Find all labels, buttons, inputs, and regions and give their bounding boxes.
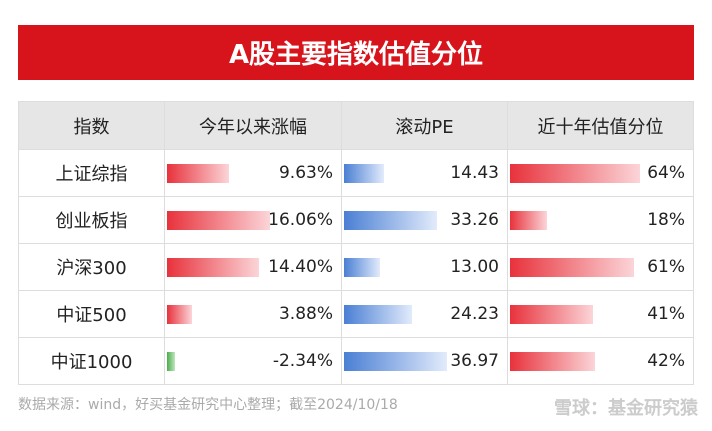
pe-label: 13.00	[450, 257, 499, 277]
pe-bar	[344, 211, 437, 230]
change-cell: 16.06%	[164, 197, 341, 243]
pe-cell: 33.26	[341, 197, 507, 243]
change-cell: 14.40%	[164, 244, 341, 290]
change-cell: -2.34%	[164, 338, 341, 384]
percentile-bar	[510, 258, 634, 277]
table: 指数 今年以来涨幅 滚动PE 近十年估值分位上证综指 9.63% 14.43 64% 创业板指…	[18, 101, 694, 385]
index-name: 沪深300	[56, 258, 127, 279]
watermark: 雪球：基金研究猿	[554, 398, 698, 419]
data-row: 创业板指 16.06% 33.26 18%	[19, 196, 693, 243]
change-label: 3.88%	[278, 304, 333, 324]
index-name: 中证1000	[50, 352, 133, 373]
change-cell: 9.63%	[164, 150, 341, 196]
column-header: 近十年估值分位	[507, 102, 693, 149]
pe-label: 36.97	[450, 351, 499, 371]
percentile-cell: 18%	[507, 197, 693, 243]
change-bar	[167, 164, 229, 183]
pe-cell: 13.00	[341, 244, 507, 290]
change-label: -2.34%	[272, 351, 333, 371]
percentile-bar	[510, 211, 547, 230]
pe-bar	[344, 305, 412, 324]
pe-label: 14.43	[450, 163, 499, 183]
index-name: 创业板指	[55, 211, 128, 232]
percentile-label: 18%	[647, 210, 685, 230]
index-name: 上证综指	[55, 164, 128, 185]
pe-cell: 36.97	[341, 338, 507, 384]
data-row: 沪深300 14.40% 13.00 61%	[19, 243, 693, 290]
data-row: 中证1000 -2.34% 36.97 42%	[19, 337, 693, 384]
index-name: 中证500	[56, 305, 127, 326]
data-row: 上证综指 9.63% 14.43 64%	[19, 149, 693, 196]
percentile-bar	[510, 352, 596, 371]
percentile-label: 61%	[647, 257, 685, 277]
change-bar	[167, 352, 175, 371]
column-header: 滚动PE	[341, 102, 507, 149]
percentile-label: 42%	[647, 351, 685, 371]
percentile-cell: 41%	[507, 291, 693, 337]
percentile-bar	[510, 305, 594, 324]
percentile-cell: 42%	[507, 338, 693, 384]
data-row: 中证500 3.88% 24.23 41%	[19, 290, 693, 337]
pe-cell: 24.23	[341, 291, 507, 337]
change-label: 9.63%	[278, 163, 333, 183]
change-bar	[167, 258, 260, 277]
change-label: 16.06%	[268, 210, 333, 230]
percentile-label: 41%	[647, 304, 685, 324]
percentile-bar	[510, 164, 640, 183]
change-bar	[167, 211, 270, 230]
percentile-cell: 64%	[507, 150, 693, 196]
column-header: 今年以来涨幅	[164, 102, 341, 149]
pe-label: 24.23	[450, 304, 499, 324]
change-cell: 3.88%	[164, 291, 341, 337]
source-note: 数据来源：wind，好买基金研究中心整理；截至2024/10/18	[18, 397, 398, 413]
column-header: 指数	[73, 116, 110, 138]
title: A股主要指数估值分位	[18, 25, 694, 80]
change-bar	[167, 305, 192, 324]
pe-label: 33.26	[450, 210, 499, 230]
percentile-label: 64%	[647, 163, 685, 183]
change-label: 14.40%	[268, 257, 333, 277]
header-row: 指数 今年以来涨幅 滚动PE 近十年估值分位	[19, 102, 693, 149]
pe-bar	[344, 258, 381, 277]
pe-cell: 14.43	[341, 150, 507, 196]
pe-bar	[344, 352, 447, 371]
pe-bar	[344, 164, 385, 183]
percentile-cell: 61%	[507, 244, 693, 290]
